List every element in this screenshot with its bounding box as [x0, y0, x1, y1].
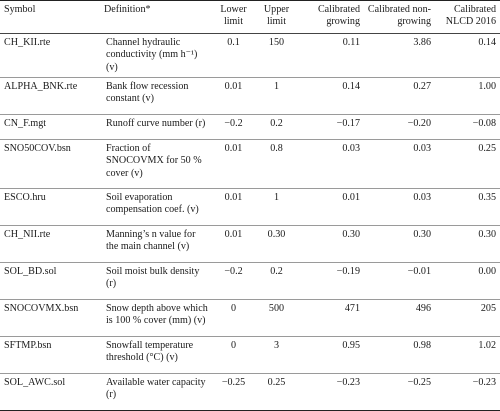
table-row: SOL_BD.sol Soil moist bulk density (r) −…	[0, 262, 500, 301]
cell-upper-limit: 150	[255, 33, 298, 79]
cell-upper-limit: 500	[255, 299, 298, 338]
cell-calibrated-non-growing: −0.25	[364, 373, 435, 411]
cell-calibrated-non-growing: 3.86	[364, 33, 435, 79]
cell-symbol: CH_KII.rte	[0, 33, 100, 79]
table-row: SNO50COV.bsn Fraction of SNOCOVMX for 50…	[0, 139, 500, 190]
cell-symbol: SNO50COV.bsn	[0, 139, 100, 190]
header-calibrated-nlcd-2016: Calibrated NLCD 2016	[435, 0, 500, 34]
cell-calibrated-growing: 471	[298, 299, 364, 338]
cell-calibrated-nlcd: 0.25	[435, 139, 500, 190]
cell-definition: Bank flow recession constant (v)	[100, 77, 212, 116]
cell-definition: Soil moist bulk density (r)	[100, 262, 212, 301]
cell-calibrated-non-growing: 0.27	[364, 77, 435, 116]
cell-calibrated-non-growing: 0.03	[364, 139, 435, 190]
cell-symbol: SNOCOVMX.bsn	[0, 299, 100, 338]
table-row: SFTMP.bsn Snowfall temperature threshold…	[0, 336, 500, 375]
header-definition: Definition*	[100, 0, 212, 34]
cell-upper-limit: 0.2	[255, 262, 298, 301]
cell-definition: Snowfall temperature threshold (°C) (v)	[100, 336, 212, 375]
cell-symbol: CN_F.mgt	[0, 114, 100, 141]
table-row: ALPHA_BNK.rte Bank flow recession consta…	[0, 77, 500, 116]
cell-calibrated-non-growing: 496	[364, 299, 435, 338]
header-calibrated-non-growing: Calibrated non-growing	[364, 0, 435, 34]
table-row: SNOCOVMX.bsn Snow depth above which is 1…	[0, 299, 500, 338]
cell-calibrated-growing: 0.14	[298, 77, 364, 116]
cell-upper-limit: 0.8	[255, 139, 298, 190]
cell-definition: Manning’s n value for the main channel (…	[100, 225, 212, 264]
cell-calibrated-growing: −0.19	[298, 262, 364, 301]
cell-lower-limit: −0.25	[212, 373, 255, 411]
cell-calibrated-non-growing: −0.01	[364, 262, 435, 301]
cell-calibrated-nlcd: −0.08	[435, 114, 500, 141]
cell-definition: Runoff curve number (r)	[100, 114, 212, 141]
cell-calibrated-growing: −0.17	[298, 114, 364, 141]
cell-calibrated-nlcd: 1.00	[435, 77, 500, 116]
cell-lower-limit: 0	[212, 299, 255, 338]
cell-calibrated-growing: 0.11	[298, 33, 364, 79]
cell-symbol: ESCO.hru	[0, 188, 100, 227]
table-row: SOL_AWC.sol Available water capacity (r)…	[0, 373, 500, 411]
cell-calibrated-growing: −0.23	[298, 373, 364, 411]
cell-calibrated-non-growing: −0.20	[364, 114, 435, 141]
cell-calibrated-non-growing: 0.03	[364, 188, 435, 227]
cell-calibrated-nlcd: 205	[435, 299, 500, 338]
cell-symbol: SOL_BD.sol	[0, 262, 100, 301]
table-row: CN_F.mgt Runoff curve number (r) −0.2 0.…	[0, 114, 500, 141]
cell-symbol: CH_NII.rte	[0, 225, 100, 264]
cell-lower-limit: −0.2	[212, 262, 255, 301]
cell-symbol: SFTMP.bsn	[0, 336, 100, 375]
cell-upper-limit: 0.30	[255, 225, 298, 264]
header-row: Symbol Definition* Lower limit Upper lim…	[0, 0, 500, 34]
header-upper-limit: Upper limit	[255, 0, 298, 34]
cell-calibrated-nlcd: 1.02	[435, 336, 500, 375]
cell-calibrated-growing: 0.03	[298, 139, 364, 190]
cell-lower-limit: −0.2	[212, 114, 255, 141]
cell-definition: Channel hydraulic conductivity (mm h⁻¹) …	[100, 33, 212, 79]
cell-symbol: SOL_AWC.sol	[0, 373, 100, 411]
cell-calibrated-non-growing: 0.98	[364, 336, 435, 375]
cell-calibrated-growing: 0.30	[298, 225, 364, 264]
table-row: ESCO.hru Soil evaporation compensation c…	[0, 188, 500, 227]
cell-calibrated-nlcd: 0.00	[435, 262, 500, 301]
cell-calibrated-nlcd: 0.14	[435, 33, 500, 79]
table-row: CH_NII.rte Manning’s n value for the mai…	[0, 225, 500, 264]
table-row: CH_KII.rte Channel hydraulic conductivit…	[0, 33, 500, 79]
cell-lower-limit: 0.01	[212, 188, 255, 227]
cell-lower-limit: 0.1	[212, 33, 255, 79]
header-lower-limit: Lower limit	[212, 0, 255, 34]
header-calibrated-growing: Calibrated growing	[298, 0, 364, 34]
cell-calibrated-growing: 0.01	[298, 188, 364, 227]
cell-upper-limit: 0.25	[255, 373, 298, 411]
cell-definition: Soil evaporation compensation coef. (v)	[100, 188, 212, 227]
cell-upper-limit: 0.2	[255, 114, 298, 141]
cell-calibrated-nlcd: 0.35	[435, 188, 500, 227]
cell-lower-limit: 0	[212, 336, 255, 375]
cell-definition: Snow depth above which is 100 % cover (m…	[100, 299, 212, 338]
cell-calibrated-nlcd: −0.23	[435, 373, 500, 411]
header-symbol: Symbol	[0, 0, 100, 34]
cell-lower-limit: 0.01	[212, 225, 255, 264]
cell-upper-limit: 1	[255, 77, 298, 116]
cell-definition: Fraction of SNOCOVMX for 50 % cover (v)	[100, 139, 212, 190]
cell-lower-limit: 0.01	[212, 77, 255, 116]
cell-symbol: ALPHA_BNK.rte	[0, 77, 100, 116]
cell-calibrated-growing: 0.95	[298, 336, 364, 375]
cell-calibrated-non-growing: 0.30	[364, 225, 435, 264]
cell-upper-limit: 3	[255, 336, 298, 375]
cell-lower-limit: 0.01	[212, 139, 255, 190]
cell-calibrated-nlcd: 0.30	[435, 225, 500, 264]
cell-upper-limit: 1	[255, 188, 298, 227]
cell-definition: Available water capacity (r)	[100, 373, 212, 411]
